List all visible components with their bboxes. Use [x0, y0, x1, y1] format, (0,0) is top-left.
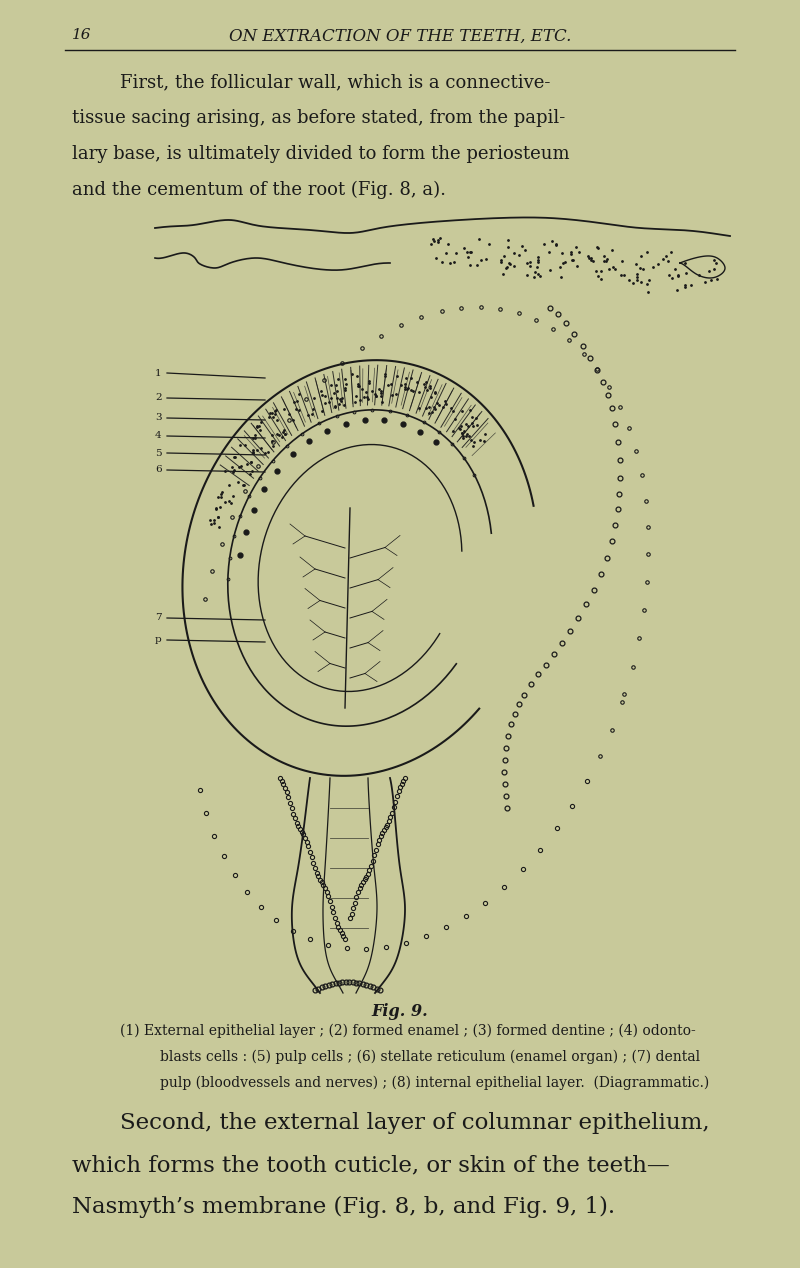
Text: which forms the tooth cuticle, or skin of the teeth—: which forms the tooth cuticle, or skin o… [72, 1154, 670, 1175]
Text: p: p [155, 635, 162, 644]
Text: and the cementum of the root (Fig. 8, a).: and the cementum of the root (Fig. 8, a)… [72, 181, 446, 199]
Text: ON EXTRACTION OF THE TEETH, ETC.: ON EXTRACTION OF THE TEETH, ETC. [229, 28, 571, 44]
Text: 7: 7 [155, 614, 162, 623]
Text: 1: 1 [155, 369, 162, 378]
Text: 5: 5 [155, 449, 162, 458]
Text: pulp (bloodvessels and nerves) ; (8) internal epithelial layer.  (Diagrammatic.): pulp (bloodvessels and nerves) ; (8) int… [160, 1077, 710, 1090]
Text: Second, the external layer of columnar epithelium,: Second, the external layer of columnar e… [120, 1112, 710, 1134]
Text: 3: 3 [155, 413, 162, 422]
Text: 4: 4 [155, 431, 162, 440]
Text: Nasmyth’s membrane (Fig. 8, b, and Fig. 9, 1).: Nasmyth’s membrane (Fig. 8, b, and Fig. … [72, 1196, 615, 1219]
Text: First, the follicular wall, which is a connective-: First, the follicular wall, which is a c… [120, 74, 550, 91]
Text: blasts cells : (5) pulp cells ; (6) stellate reticulum (enamel organ) ; (7) dent: blasts cells : (5) pulp cells ; (6) stel… [160, 1050, 700, 1064]
Text: 6: 6 [155, 465, 162, 474]
Text: Fig. 9.: Fig. 9. [372, 1003, 428, 1019]
Text: tissue sacing arising, as before stated, from the papil-: tissue sacing arising, as before stated,… [72, 109, 566, 127]
Text: 2: 2 [155, 393, 162, 402]
Text: (1) External epithelial layer ; (2) formed enamel ; (3) formed dentine ; (4) odo: (1) External epithelial layer ; (2) form… [120, 1025, 696, 1038]
Text: lary base, is ultimately divided to form the periosteum: lary base, is ultimately divided to form… [72, 145, 570, 164]
Text: 16: 16 [72, 28, 91, 42]
